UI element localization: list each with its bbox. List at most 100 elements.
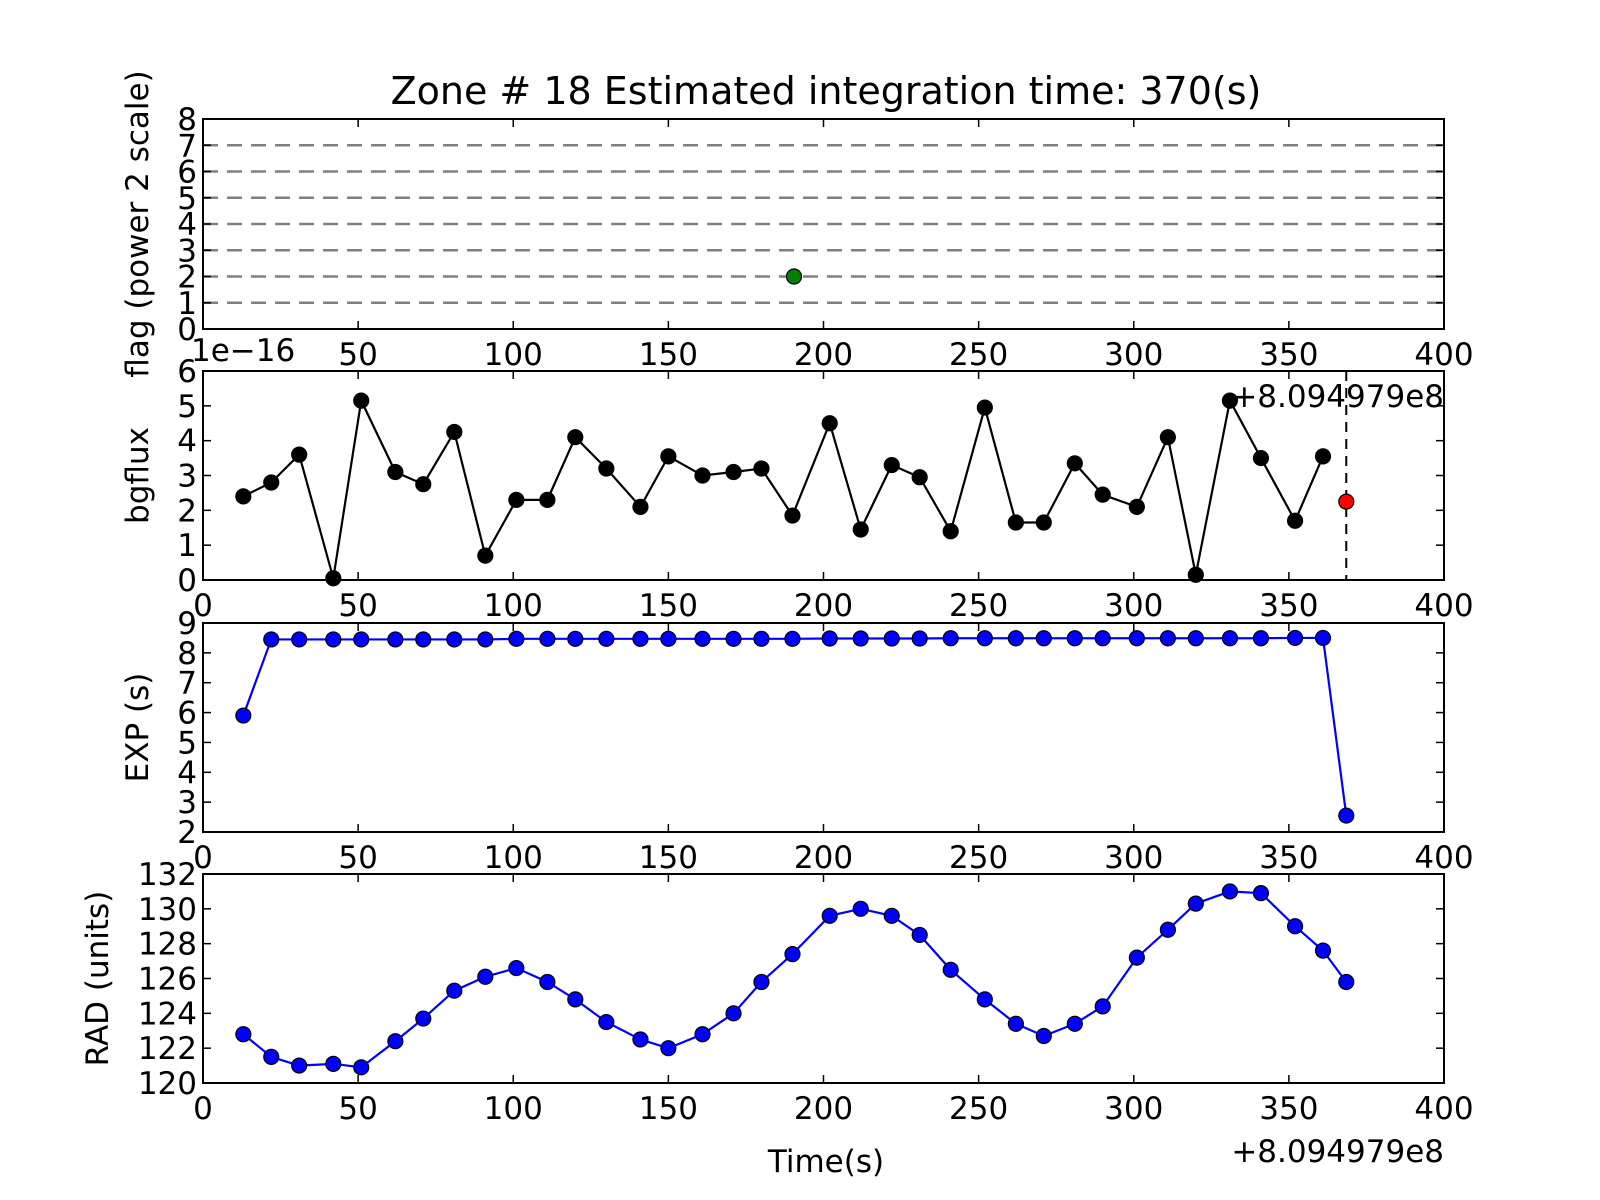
x-tick-label: 350 xyxy=(1259,840,1318,876)
data-point xyxy=(821,415,838,432)
axes-frame xyxy=(202,118,1445,330)
y-tick-label: 0 xyxy=(177,563,197,599)
data-point xyxy=(660,1040,677,1057)
data-point xyxy=(694,630,711,647)
x-tick-label: 150 xyxy=(639,588,698,624)
y-tick-label: 4 xyxy=(177,424,197,460)
series-line xyxy=(242,890,1348,1069)
data-point xyxy=(291,631,308,648)
data-point xyxy=(1221,630,1239,647)
data-point xyxy=(883,456,900,474)
x-tick-label: 250 xyxy=(949,588,1008,624)
x-tick-label: 300 xyxy=(1104,337,1163,373)
data-point xyxy=(911,926,928,944)
data-point xyxy=(325,570,342,587)
data-point xyxy=(1286,629,1304,647)
data-point xyxy=(477,631,494,648)
y-tick-label: 5 xyxy=(177,725,197,761)
data-point xyxy=(725,630,742,647)
data-point xyxy=(660,630,677,647)
x-tick-label: 50 xyxy=(338,337,377,373)
x-tick-label: 50 xyxy=(338,588,377,624)
data-point xyxy=(477,968,494,985)
data-point xyxy=(477,547,494,564)
y-tick-label: 4 xyxy=(177,755,197,791)
data-point xyxy=(387,631,404,648)
data-point xyxy=(446,423,463,441)
y-tick-label: 122 xyxy=(138,1031,197,1067)
y-tick-label: 9 xyxy=(177,606,197,642)
data-point xyxy=(1094,486,1111,503)
y-tick-label: 2 xyxy=(177,493,197,529)
y-tick-label: 8 xyxy=(177,636,197,672)
data-point xyxy=(263,631,280,648)
x-tick-label: 400 xyxy=(1414,1091,1473,1127)
data-point xyxy=(1286,512,1304,529)
data-point xyxy=(353,1059,370,1076)
y-tick-label: 130 xyxy=(138,892,197,928)
data-point xyxy=(1007,630,1024,647)
axes-frame xyxy=(202,622,1445,833)
data-point xyxy=(1128,949,1145,966)
data-point xyxy=(976,630,993,647)
data-point xyxy=(598,460,615,477)
data-point xyxy=(1221,883,1239,900)
data-point xyxy=(325,631,342,648)
data-point xyxy=(1159,429,1176,446)
data-point xyxy=(1035,1027,1052,1045)
x-tick-label: 0 xyxy=(193,840,213,876)
x-tick-label: 250 xyxy=(949,337,1008,373)
x-tick-label: 300 xyxy=(1104,840,1163,876)
data-point xyxy=(1128,630,1145,647)
x-tick-label: 250 xyxy=(949,840,1008,876)
data-point xyxy=(1221,392,1239,409)
data-point xyxy=(1314,629,1332,647)
y-tick-label: 1 xyxy=(177,528,197,564)
series-line xyxy=(242,636,1348,816)
data-point xyxy=(852,521,869,538)
data-point xyxy=(415,476,432,493)
data-point xyxy=(1314,448,1332,465)
data-point xyxy=(598,630,615,647)
data-point xyxy=(1066,455,1083,472)
x-tick-label: 0 xyxy=(193,588,213,624)
data-point xyxy=(567,429,584,446)
data-point xyxy=(1252,630,1270,647)
y-tick-label: 128 xyxy=(138,927,197,963)
y-tick-label: 6 xyxy=(177,155,197,191)
data-point xyxy=(1187,566,1204,583)
x-tick-label: 400 xyxy=(1414,840,1473,876)
y-tick-label: 4 xyxy=(177,207,197,243)
data-point xyxy=(1187,895,1204,912)
y-tick-label: 3 xyxy=(177,459,197,495)
data-point xyxy=(415,631,432,648)
data-point xyxy=(415,1010,432,1027)
x-tick-label: 200 xyxy=(794,1091,853,1127)
data-point xyxy=(539,973,556,991)
data-point xyxy=(325,1055,342,1072)
data-point xyxy=(1066,630,1083,647)
data-point xyxy=(263,474,280,491)
data-point xyxy=(660,448,677,465)
data-point xyxy=(976,991,993,1008)
x-offset-text: +8.094979e8 xyxy=(1231,379,1444,415)
data-point xyxy=(852,900,869,917)
data-point xyxy=(353,392,370,409)
data-point xyxy=(291,446,308,463)
data-point xyxy=(1159,921,1176,938)
x-tick-label: 100 xyxy=(484,1091,543,1127)
x-offset-text: +8.094979e8 xyxy=(1231,1134,1444,1170)
data-point xyxy=(632,1031,649,1048)
data-point xyxy=(753,973,770,991)
data-point xyxy=(598,1013,615,1031)
data-point xyxy=(539,630,556,647)
x-axis-label: Time(s) xyxy=(767,1144,884,1180)
x-tick-label: 300 xyxy=(1104,588,1163,624)
y-tick-label: 6 xyxy=(177,696,197,732)
y-tick-label: 6 xyxy=(177,354,197,390)
data-point xyxy=(1066,1015,1083,1032)
y-tick-label: 7 xyxy=(177,666,197,702)
